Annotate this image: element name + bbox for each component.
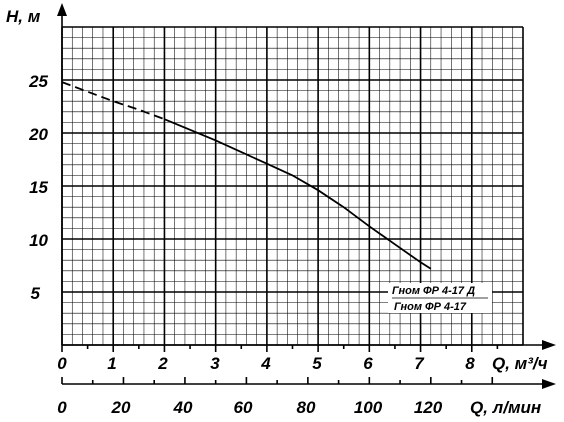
x-tick-label-primary: 0 <box>57 354 67 373</box>
y-axis-arrow <box>57 3 67 16</box>
x-tick-label-primary: 6 <box>363 354 373 373</box>
x-tick-label-primary: 8 <box>465 354 475 373</box>
x-tick-label-secondary: 20 <box>111 398 131 417</box>
x-tick-label-primary: 5 <box>312 354 322 373</box>
x-axis-arrow <box>542 340 556 350</box>
legend-label: Гном ФР 4-17 <box>394 301 467 313</box>
x-tick-label-secondary: 100 <box>354 398 383 417</box>
y-axis-title: H, м <box>6 7 41 26</box>
y-tick-label: 10 <box>29 231 48 250</box>
y-tick-label: 20 <box>28 125 48 144</box>
curve-solid-segment <box>164 118 432 270</box>
x-tick-label-primary: 7 <box>414 354 425 373</box>
x-tick-label-secondary: 60 <box>234 398 253 417</box>
x-axis-title-primary: Q, м³/ч <box>492 354 548 373</box>
y-tick-label: 5 <box>31 284 41 303</box>
y-tick-label: 25 <box>28 72 48 91</box>
y-tick-label: 15 <box>29 178 48 197</box>
x-tick-label-primary: 4 <box>260 354 271 373</box>
x-tick-label-primary: 1 <box>107 354 116 373</box>
x-axis-secondary-arrow <box>542 379 556 389</box>
axes <box>57 3 556 389</box>
legend-label: Гном ФР 4-17 Д <box>392 285 475 297</box>
curve-layer <box>61 81 432 270</box>
x-tick-label-secondary: 80 <box>297 398 316 417</box>
x-tick-label-primary: 2 <box>157 354 168 373</box>
curve-dashed-segment <box>61 81 165 121</box>
x-tick-label-secondary: 120 <box>414 398 443 417</box>
x-tick-label-secondary: 40 <box>173 398 193 417</box>
x-axis-title-secondary: Q, л/мин <box>470 398 541 417</box>
x-tick-label-secondary: 0 <box>57 398 67 417</box>
x-tick-label-primary: 3 <box>210 354 220 373</box>
